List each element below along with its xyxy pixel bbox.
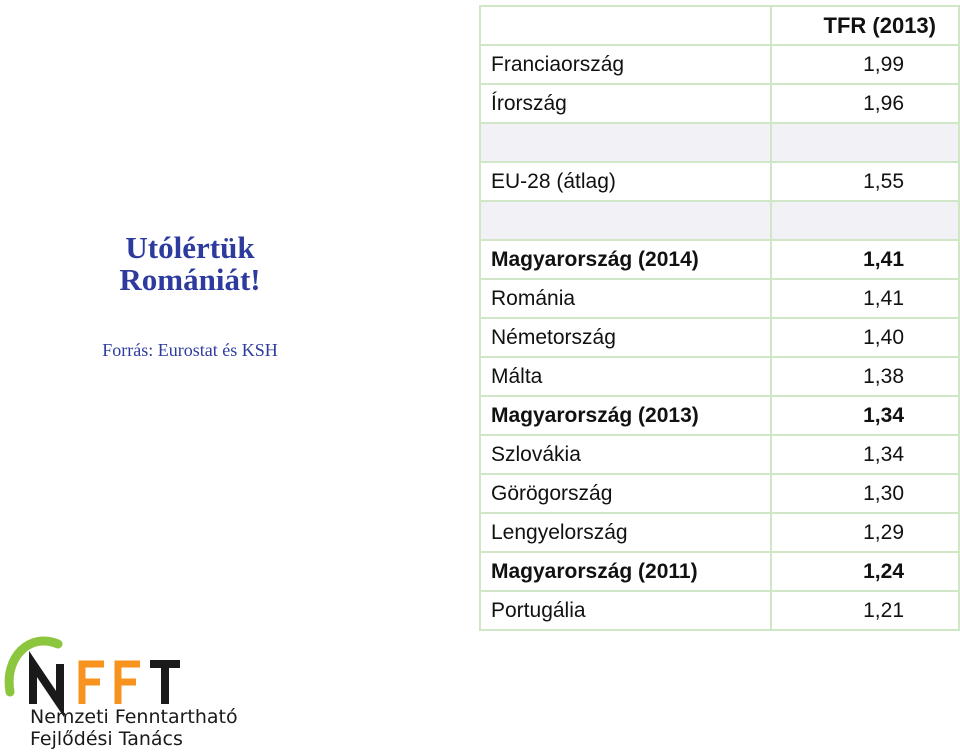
tfr-value-cell: 1,41 — [769, 278, 960, 319]
table-row: Románia 1,41 — [479, 278, 960, 319]
country-cell: Magyarország (2011) — [479, 551, 772, 592]
table-row — [479, 200, 960, 241]
logo-line2: Fejlődési Tanács — [30, 728, 183, 750]
tfr-value-cell: 1,38 — [769, 356, 960, 397]
tfr-value-cell: 1,24 — [769, 551, 960, 592]
table-row: Magyarország (2014) 1,41 — [479, 239, 960, 280]
tfr-table: TFR (2013) Franciaország 1,99 Írország 1,96… — [479, 5, 960, 631]
tfr-value-cell — [769, 122, 960, 163]
country-cell: Írország — [479, 83, 772, 124]
table-header-row: TFR (2013) — [479, 5, 960, 46]
header-tfr: TFR (2013) — [769, 5, 960, 46]
table-row: Lengyelország 1,29 — [479, 512, 960, 553]
country-cell: Portugália — [479, 590, 772, 631]
source-note: Forrás: Eurostat és KSH — [102, 340, 278, 360]
tfr-value-cell: 1,34 — [769, 395, 960, 436]
tfr-value-cell: 1,99 — [769, 44, 960, 85]
table-row: Németország 1,40 — [479, 317, 960, 358]
country-cell: Magyarország (2013) — [479, 395, 772, 436]
table-row: EU-28 (átlag) 1,55 — [479, 161, 960, 202]
country-cell: Németország — [479, 317, 772, 358]
country-cell: Magyarország (2014) — [479, 239, 772, 280]
tfr-value-cell: 1,21 — [769, 590, 960, 631]
nfft-logo: Nemzeti Fenntartható Fejlődési Tanács — [0, 622, 240, 750]
table-row: Magyarország (2013) 1,34 — [479, 395, 960, 436]
tfr-value-cell: 1,41 — [769, 239, 960, 280]
tfr-value-cell: 1,34 — [769, 434, 960, 475]
headline: Utólértük Romániát! — [119, 230, 261, 297]
header-empty-cell — [479, 5, 772, 46]
tfr-value-cell: 1,55 — [769, 161, 960, 202]
country-cell — [479, 200, 772, 241]
country-cell: Románia — [479, 278, 772, 319]
tfr-value-cell: 1,29 — [769, 512, 960, 553]
country-cell — [479, 122, 772, 163]
table-row: Franciaország 1,99 — [479, 44, 960, 85]
tfr-value-cell: 1,40 — [769, 317, 960, 358]
nfft-logo-icon — [4, 636, 180, 718]
table-row: Görögország 1,30 — [479, 473, 960, 514]
logo-line1: Nemzeti Fenntartható — [30, 706, 238, 728]
country-cell: EU-28 (átlag) — [479, 161, 772, 202]
country-cell: Görögország — [479, 473, 772, 514]
tfr-value-cell: 1,96 — [769, 83, 960, 124]
table-row: Szlovákia 1,34 — [479, 434, 960, 475]
table-row — [479, 122, 960, 163]
country-cell: Szlovákia — [479, 434, 772, 475]
table-row: Portugália 1,21 — [479, 590, 960, 631]
tfr-value-cell: 1,30 — [769, 473, 960, 514]
table-row: Magyarország (2011) 1,24 — [479, 551, 960, 592]
tfr-value-cell — [769, 200, 960, 241]
table-row: Málta 1,38 — [479, 356, 960, 397]
country-cell: Lengyelország — [479, 512, 772, 553]
country-cell: Franciaország — [479, 44, 772, 85]
table-row: Írország 1,96 — [479, 83, 960, 124]
country-cell: Málta — [479, 356, 772, 397]
